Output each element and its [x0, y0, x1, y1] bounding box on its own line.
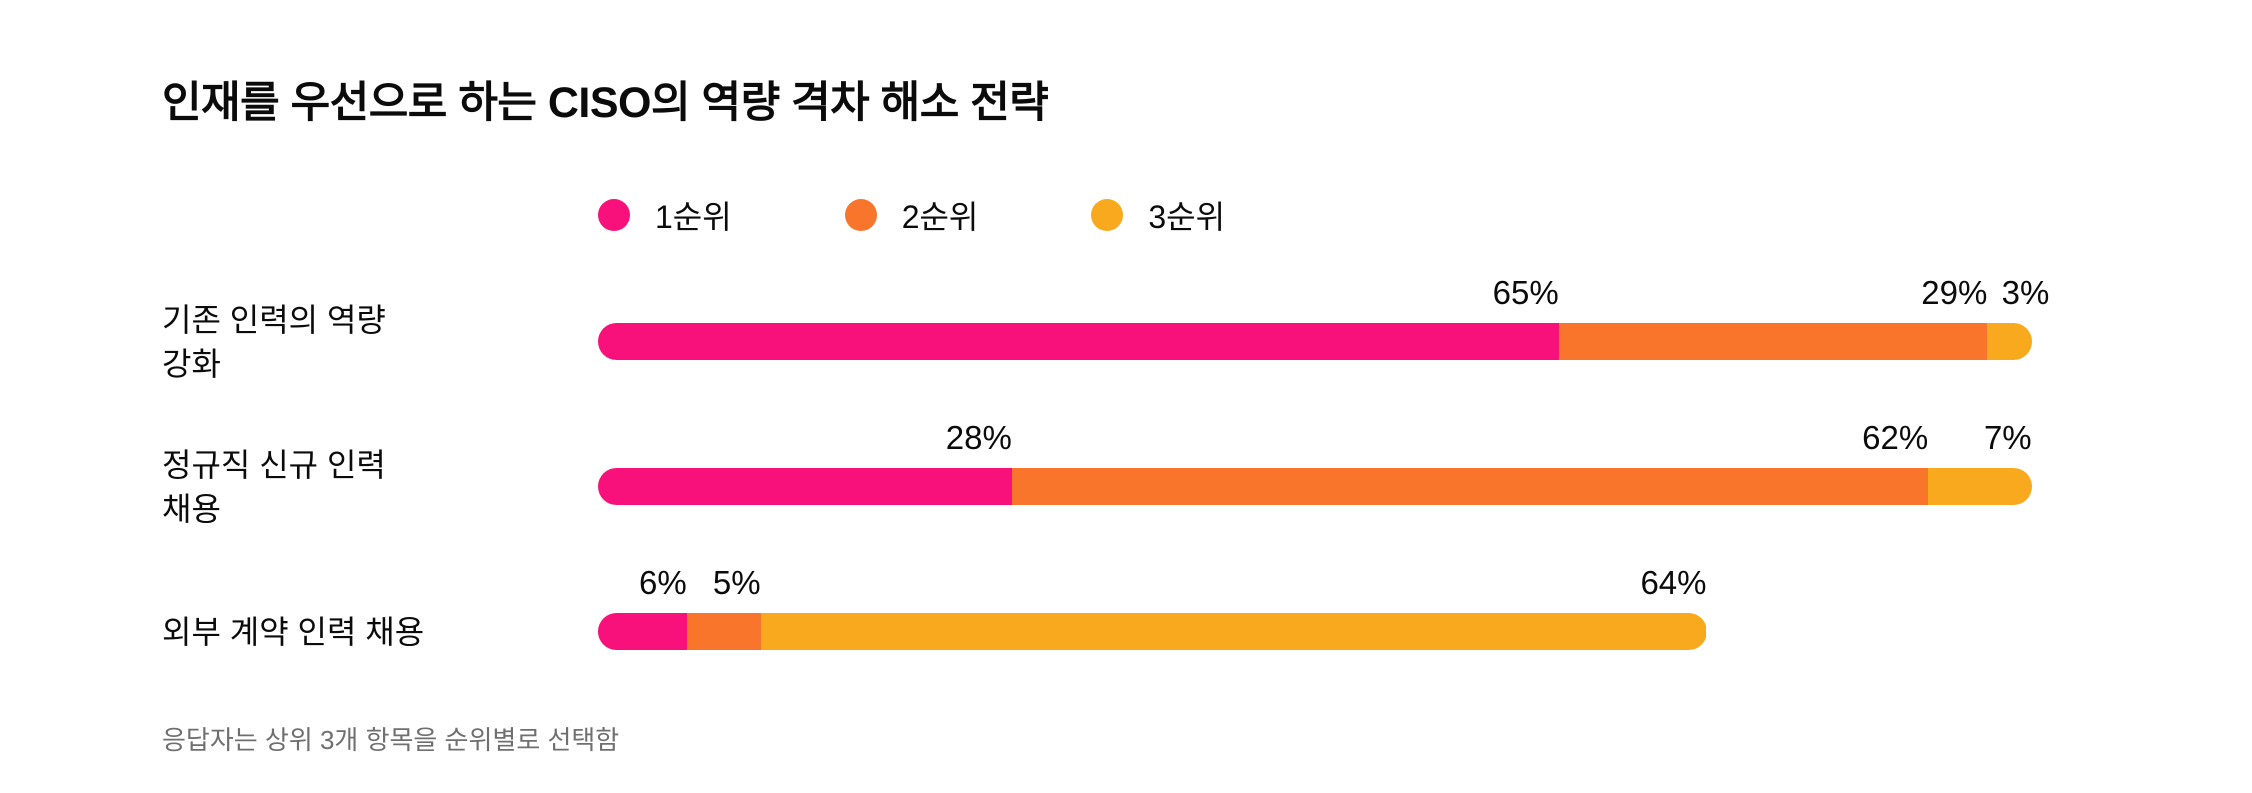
legend-dot-rank3 — [1091, 199, 1124, 231]
bar-segment-rank1 — [598, 468, 1012, 505]
bar-segment-rank1 — [598, 323, 1559, 360]
value-label: 64% — [1640, 564, 1707, 601]
bar-segment-rank3 — [1987, 323, 2032, 360]
legend-item-rank3: 3순위 — [1091, 192, 1225, 238]
value-label: 6% — [638, 564, 687, 601]
stacked-bar — [598, 613, 1707, 650]
bar-segment-rank1 — [598, 613, 687, 650]
legend-label-rank3: 3순위 — [1148, 199, 1226, 235]
plot-area: 6% 5% 64% — [598, 564, 2076, 666]
bar-segment-rank2 — [1558, 323, 1988, 360]
bar-segment-rank3 — [760, 613, 1707, 650]
value-label: 29% — [1921, 274, 1988, 311]
chart-row-1: 기존 인력의 역량 강화 65% 29% 3% — [0, 274, 2252, 382]
plot-area: 65% 29% 3% — [598, 274, 2076, 376]
chart-row-3: 외부 계약 인력 채용 6% 5% 64% — [0, 564, 2252, 666]
category-label: 외부 계약 인력 채용 — [162, 613, 425, 650]
legend-item-rank2: 2순위 — [844, 192, 979, 238]
legend-label-rank1: 1순위 — [655, 199, 732, 235]
chart-title: 인재를 우선으로 하는 CISO의 역량 격차 해소 전략 — [162, 79, 1049, 127]
chart-row-2: 정규직 신규 인력 채용 28% 62% 7% — [0, 419, 2252, 527]
stacked-bar — [598, 468, 2032, 505]
legend-label-rank2: 2순위 — [901, 199, 979, 235]
category-label: 정규직 신규 인력 채용 — [162, 446, 386, 527]
value-label: 28% — [945, 419, 1012, 456]
legend: 1순위 2순위 3순위 — [598, 192, 1225, 238]
legend-dot-rank2 — [844, 199, 877, 231]
value-label: 5% — [712, 564, 761, 601]
value-label: 7% — [1983, 419, 2032, 456]
chart-footnote: 응답자는 상위 3개 항목을 순위별로 선택함 — [162, 725, 620, 755]
plot-area: 28% 62% 7% — [598, 419, 2076, 521]
bar-segment-rank3 — [1928, 468, 2032, 505]
bar-segment-rank2 — [1011, 468, 1929, 505]
legend-dot-rank1 — [598, 199, 630, 231]
legend-item-rank1: 1순위 — [598, 192, 732, 238]
bar-segment-rank2 — [686, 613, 761, 650]
value-label: 62% — [1862, 419, 1929, 456]
value-label: 65% — [1492, 274, 1559, 311]
category-label: 기존 인력의 역량 강화 — [162, 301, 386, 382]
value-label: 3% — [2001, 274, 2050, 311]
stacked-bar — [598, 323, 2032, 360]
